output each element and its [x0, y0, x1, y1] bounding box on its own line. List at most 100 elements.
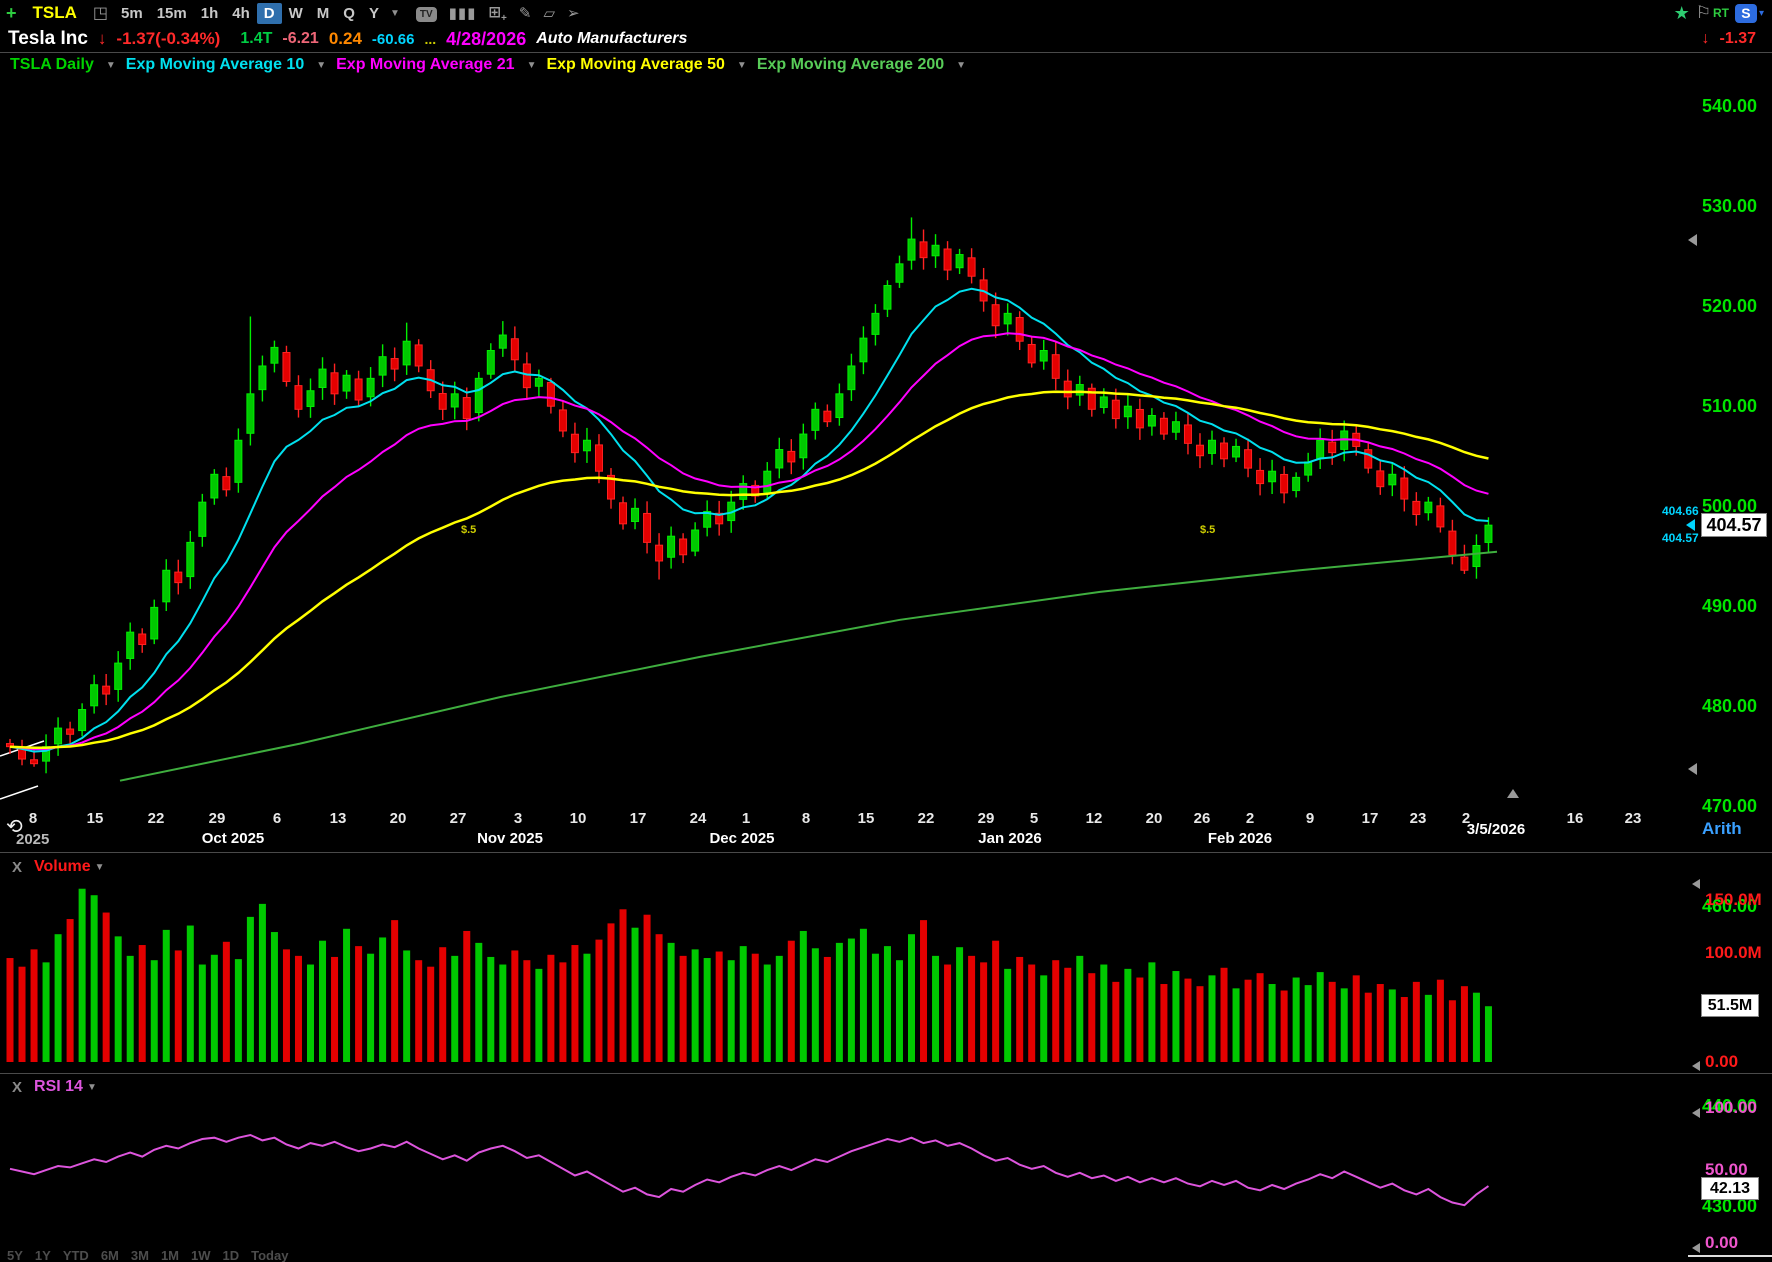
share-icon[interactable]: ➢ [566, 5, 580, 22]
volume-bar [595, 939, 603, 1062]
candle [6, 743, 14, 748]
candle [1195, 444, 1204, 457]
range-link-1y[interactable]: 1Y [34, 1247, 51, 1262]
timeframe-d[interactable]: D [256, 2, 282, 24]
change-arrow-icon: ↓ [97, 29, 107, 48]
candle [1268, 470, 1277, 483]
s-badge-dropdown[interactable]: ▾ [1758, 7, 1764, 19]
timeframe-q[interactable]: Q [343, 4, 355, 22]
timeframe-y[interactable]: Y [368, 4, 379, 22]
symbol-label[interactable]: TSLA [32, 3, 77, 22]
candle [510, 338, 519, 361]
candle [1171, 421, 1180, 433]
indicator-label-4[interactable]: Exp Moving Average 200 [756, 56, 945, 73]
add-symbol-icon[interactable]: + [6, 2, 17, 23]
range-link-6m[interactable]: 6M [100, 1247, 119, 1262]
indicator-label-1[interactable]: Exp Moving Average 10 [125, 56, 305, 73]
range-link-ytd[interactable]: YTD [62, 1247, 89, 1262]
tv-icon[interactable]: TV [410, 4, 443, 22]
favorite-star-icon[interactable]: ★ [1673, 2, 1690, 23]
volume-bar [956, 947, 964, 1062]
indicator-dropdown-3[interactable]: ▼ [736, 59, 747, 71]
candle [186, 541, 195, 578]
candle [1280, 473, 1289, 494]
candle [126, 631, 135, 659]
indicator-dropdown-4[interactable]: ▼ [956, 59, 967, 71]
candle [991, 304, 1000, 327]
indicator-label-2[interactable]: Exp Moving Average 21 [336, 56, 515, 73]
candle [967, 257, 976, 277]
timeframe-4h[interactable]: 4h [232, 4, 250, 22]
candle [1412, 500, 1421, 516]
timeframe-15m[interactable]: 15m [156, 4, 187, 22]
range-link-today[interactable]: Today [251, 1247, 289, 1262]
candle [919, 241, 928, 259]
candle [1436, 505, 1445, 528]
volume-bar [1304, 985, 1312, 1062]
volume-dropdown[interactable]: ▼ [94, 861, 105, 873]
rsi-dropdown[interactable]: ▼ [86, 1081, 97, 1093]
indicator-dropdown-0[interactable]: ▼ [105, 59, 116, 71]
candle [366, 377, 375, 398]
timeframe-5m[interactable]: 5m [121, 4, 143, 22]
candle [1183, 424, 1192, 444]
stamp-icon[interactable]: ◳ [92, 5, 109, 22]
volume-bar [655, 934, 663, 1062]
date-tick-10: 10 [569, 810, 587, 827]
volume-bar [763, 964, 771, 1062]
candle [438, 393, 447, 410]
indicator-label-0[interactable]: TSLA Daily [10, 56, 94, 73]
volume-bar [1040, 975, 1048, 1062]
volume-bar [787, 940, 795, 1062]
range-link-1d[interactable]: 1D [222, 1247, 240, 1262]
indicator-label-3[interactable]: Exp Moving Average 50 [546, 56, 725, 73]
date-tick-23: 23 [1409, 810, 1427, 827]
indicator-dropdown-2[interactable]: ▼ [526, 59, 537, 71]
timeframe-w[interactable]: W [288, 4, 303, 22]
timeframe-1h[interactable]: 1h [200, 4, 219, 22]
volume-bar [1400, 997, 1408, 1062]
volume-close-button[interactable]: X [12, 858, 23, 876]
folder-icon[interactable]: ▱ [543, 5, 555, 22]
volume-bar [355, 946, 363, 1062]
stats-ellipsis[interactable]: ... [424, 31, 437, 47]
candle [294, 385, 303, 410]
volume-bar [1124, 968, 1132, 1062]
volume-low-marker-icon [1692, 1061, 1700, 1071]
reload-icon[interactable]: ⟲ [6, 816, 23, 838]
range-link-5y[interactable]: 5Y [7, 1247, 23, 1262]
range-link-1m[interactable]: 1M [160, 1247, 179, 1262]
volume-bar [162, 929, 170, 1062]
month-label: Nov 2025 [477, 830, 543, 847]
last-date-label: 3/5/2026 [1466, 821, 1526, 838]
stream-s-badge[interactable]: S [1734, 3, 1757, 23]
rsi-low-marker-icon [1692, 1243, 1700, 1253]
candle [486, 350, 495, 375]
candle [1075, 384, 1084, 396]
candle [1135, 408, 1144, 429]
price-label-510: 510.00 [1702, 396, 1758, 416]
candle [715, 512, 724, 525]
candle [522, 363, 531, 389]
range-link-3m[interactable]: 3M [130, 1247, 149, 1262]
volume-bar [1388, 989, 1396, 1062]
scrollbar-fragment[interactable] [1688, 1255, 1772, 1257]
current-date-marker-icon [1507, 789, 1519, 798]
volume-bar [547, 954, 555, 1062]
volume-bar [66, 919, 74, 1062]
scale-type-label[interactable]: Arith [1702, 819, 1742, 838]
right-price-change: -1.37 [1719, 30, 1756, 47]
date-tick-1: 1 [741, 810, 751, 827]
volume-panel-title: Volume [34, 858, 91, 875]
timeframe-m[interactable]: M [316, 4, 330, 22]
indicator-dropdown-1[interactable]: ▼ [316, 59, 327, 71]
current-volume-box: 51.5M [1701, 994, 1759, 1017]
calculator-icon[interactable]: ⊞+ [488, 3, 507, 24]
flag-icon[interactable]: ⚐ [1695, 3, 1711, 22]
bar-chart-icon[interactable]: ▮▮▮ [448, 5, 477, 22]
range-link-1w[interactable]: 1W [191, 1247, 211, 1262]
rsi-close-button[interactable]: X [12, 1078, 23, 1096]
pencil-icon[interactable]: ✎ [518, 5, 532, 22]
timeframe-more-dropdown[interactable]: ▼ [389, 7, 400, 19]
